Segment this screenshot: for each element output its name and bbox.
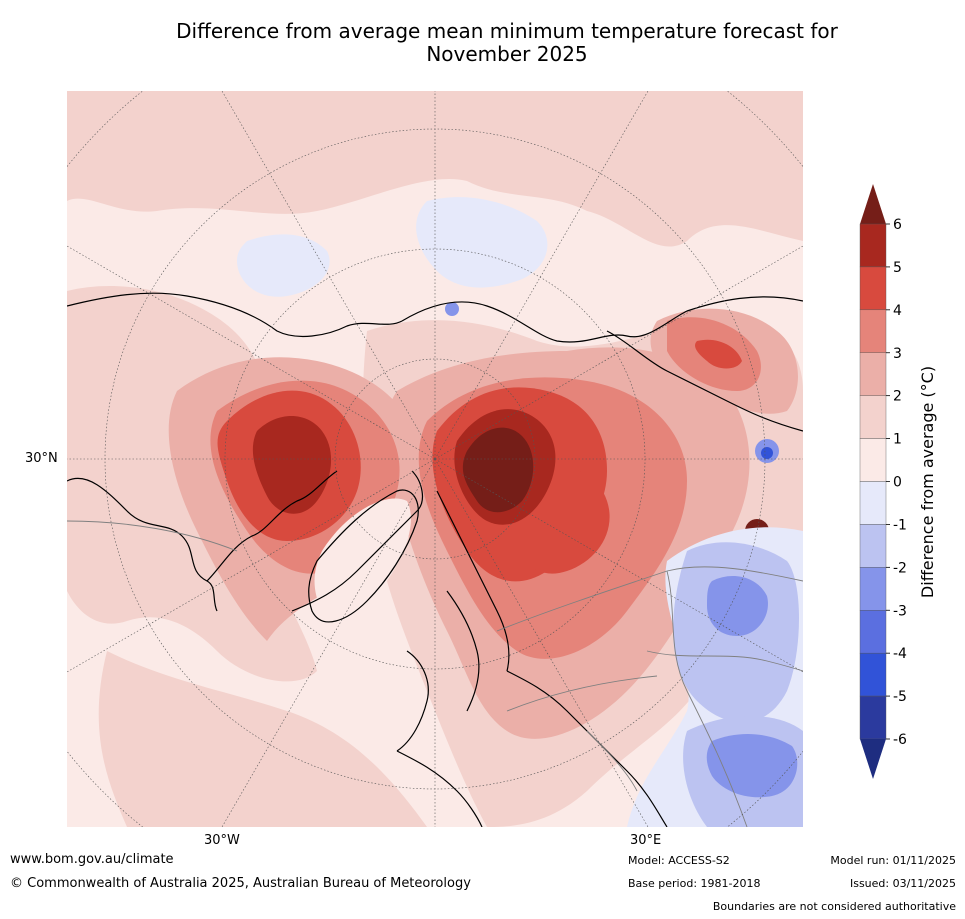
- anomaly-zone-plus1-south: [98, 651, 427, 827]
- anomaly-spot-minus3-arctic: [445, 302, 459, 316]
- colorbar-bin: [859, 438, 887, 482]
- colorbar-bin: [859, 352, 887, 396]
- colorbar-tick-label: 4: [893, 303, 902, 319]
- colorbar-tick-label: 6: [893, 217, 902, 233]
- colorbar-bin: [859, 695, 887, 740]
- colorbar-bin: [859, 481, 887, 525]
- chart-title: Difference from average mean minimum tem…: [67, 20, 947, 66]
- colorbar-tick-label: 5: [893, 260, 902, 276]
- colorbar-tick-label: -6: [893, 732, 907, 748]
- colorbar-bin: [859, 395, 887, 439]
- anomaly-zone-plus6-kara: [462, 427, 534, 513]
- colorbar-bin: [859, 524, 887, 568]
- footer-base-period: Base period: 1981-2018: [628, 877, 761, 890]
- colorbar-tick-label: -3: [893, 603, 907, 619]
- colorbar-tick-label: -1: [893, 517, 907, 533]
- greenland-interior: [314, 498, 411, 620]
- colorbar-tick-label: 1: [893, 432, 902, 448]
- anomaly-zone-plus4-siberia: [695, 339, 742, 369]
- colorbar-tick-label: -2: [893, 560, 907, 576]
- anomaly-zone-plus1-north: [67, 91, 803, 247]
- colorbar-extend-bottom: [860, 739, 886, 779]
- colorbar-bin: [859, 266, 887, 311]
- graticule: [67, 91, 803, 827]
- title-line-1: Difference from average mean minimum tem…: [176, 19, 838, 43]
- colorbar-bin: [859, 223, 887, 268]
- anomaly-zone-plus5-baffin: [252, 416, 332, 514]
- colorbar-tick-label: -5: [893, 689, 907, 705]
- footer-issued: Issued: 03/11/2025: [849, 877, 956, 890]
- colorbar-bin: [859, 610, 887, 654]
- anomaly-spot-minus5-siberia: [761, 447, 773, 459]
- forecast-map: [67, 91, 803, 827]
- lon-label-30w: 30°W: [204, 833, 240, 848]
- footer-disclaimer: Boundaries are not considered authoritat…: [712, 900, 956, 913]
- colorbar-tick-label: 0: [893, 475, 902, 491]
- footer-model-run: Model run: 01/11/2025: [830, 854, 956, 867]
- colorbar: 6 5 4 3 2 1 0 -1 -2 -3 -4 -5 -6 Difference from aver…: [859, 184, 937, 779]
- anomaly-zone-minus1-pacific: [237, 234, 330, 297]
- colorbar-bin: [859, 309, 887, 353]
- colorbar-label: Difference from average (°C): [918, 366, 937, 598]
- colorbar-tick-label: -4: [893, 646, 907, 662]
- colorbar-extend-top: [860, 184, 886, 224]
- lon-label-30e: 30°E: [630, 833, 662, 848]
- colorbar-bin: [859, 567, 887, 611]
- lat-label-30n: 30°N: [25, 451, 58, 466]
- title-line-2: November 2025: [426, 42, 588, 66]
- footer-copyright: © Commonwealth of Australia 2025, Austra…: [10, 876, 471, 891]
- colorbar-tick-label: 2: [893, 389, 902, 405]
- country-borders: [67, 520, 803, 827]
- anomaly-zone-minus1-arctic: [416, 197, 548, 288]
- colorbar-bin: [859, 652, 887, 697]
- footer-model: Model: ACCESS-S2: [628, 854, 730, 867]
- colorbar-tick-label: 3: [893, 346, 902, 362]
- footer-website[interactable]: www.bom.gov.au/climate: [10, 852, 174, 867]
